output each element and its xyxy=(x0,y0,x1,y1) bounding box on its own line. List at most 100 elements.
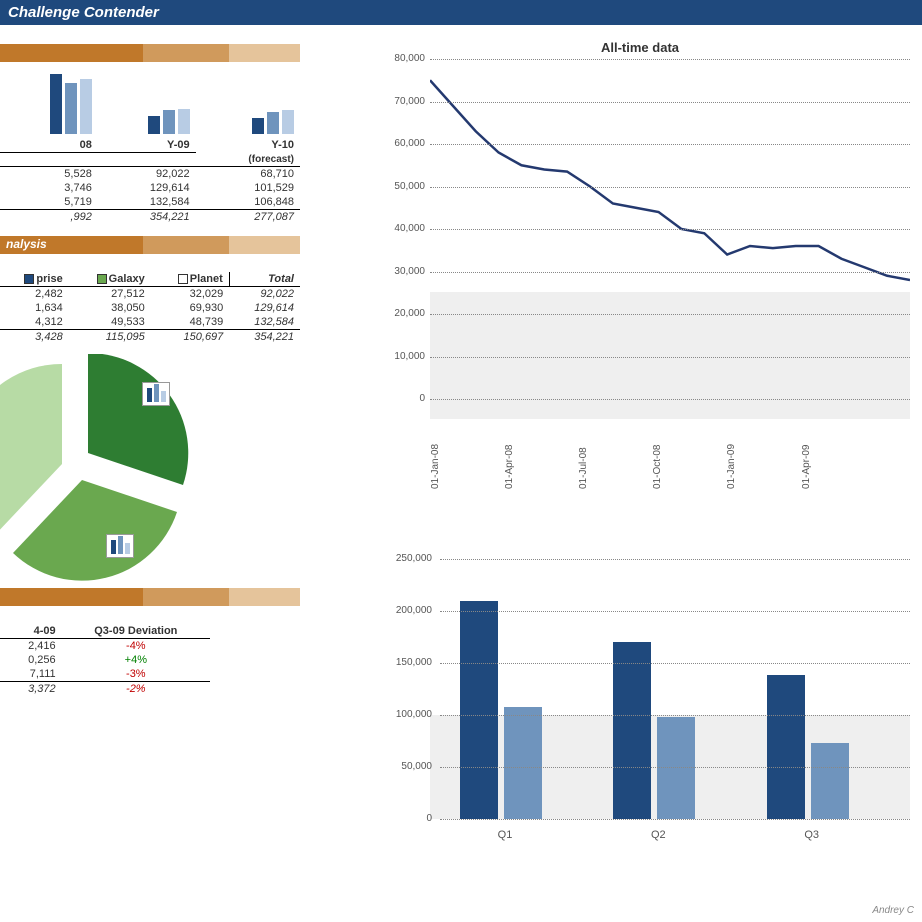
col-hdr: prise xyxy=(0,272,69,287)
grid-line xyxy=(440,559,910,560)
table-row: 3,372 -2% xyxy=(0,681,210,696)
table-row: 7,111 -3% xyxy=(0,667,210,682)
legend-box-icon xyxy=(178,274,188,284)
bar-group: Q2 xyxy=(613,642,703,819)
section-stripe-1 xyxy=(0,44,300,62)
grid-line xyxy=(440,663,910,664)
y-tick-label: 150,000 xyxy=(370,657,432,668)
pie-svg xyxy=(0,354,200,584)
bar-icon xyxy=(106,534,134,558)
y-tick-label: 50,000 xyxy=(370,181,425,192)
col-hdr-sub: (forecast) xyxy=(196,153,300,167)
pie-slice xyxy=(88,354,188,485)
x-tick-label: 01-Oct-08 xyxy=(652,445,663,489)
y-tick-label: 200,000 xyxy=(370,605,432,616)
col-hdr: 08 xyxy=(0,138,98,153)
mini-bars-row xyxy=(0,68,300,138)
col-hdr: Q3-09 Deviation xyxy=(62,624,210,639)
x-tick-label: 01-Jan-08 xyxy=(430,444,441,489)
table-row: 0,256 +4% xyxy=(0,653,210,667)
mini-bars-08 xyxy=(50,74,92,134)
grid-line xyxy=(430,144,910,145)
col-hdr: Galaxy xyxy=(69,272,151,287)
table-row: 2,416 -4% xyxy=(0,638,210,653)
grid-line xyxy=(440,819,910,820)
y-tick-label: 70,000 xyxy=(370,96,425,107)
x-tick-label: 01-Apr-09 xyxy=(801,445,812,489)
y-tick-label: 50,000 xyxy=(370,761,432,772)
x-tick-label: Q1 xyxy=(460,829,550,841)
y-tick-label: 100,000 xyxy=(370,709,432,720)
summary-header-row: 08 Y-09 Y-10 (forecast) Y-10 xyxy=(0,138,300,153)
bar-icon xyxy=(142,382,170,406)
bar xyxy=(460,601,498,819)
y-tick-label: 0 xyxy=(370,813,432,824)
summary-table: 08 Y-09 Y-10 (forecast) Y-10 (forecast) … xyxy=(0,68,300,224)
grid-line xyxy=(430,187,910,188)
x-tick-label: Q2 xyxy=(613,829,703,841)
bar-group: Q3 xyxy=(767,675,857,819)
grid-line xyxy=(430,357,910,358)
x-tick-label: 01-Jul-08 xyxy=(578,447,589,489)
line-chart-xaxis: 01-Jan-08 01-Apr-08 01-Jul-08 01-Oct-08 01-J… xyxy=(370,419,910,539)
col-hdr: Y-09 xyxy=(98,138,196,153)
product-table: prise Galaxy Planet Total 2,482 27,512 3… xyxy=(0,272,300,344)
col-hdr: Planet xyxy=(151,272,230,287)
deviation-table: 4-09 Q3-09 Deviation 2,416 -4% 0,256 +4%… xyxy=(0,624,210,696)
x-tick-label: 01-Apr-08 xyxy=(504,445,515,489)
grid-line xyxy=(430,102,910,103)
legend-box-icon xyxy=(97,274,107,284)
grid-line xyxy=(430,272,910,273)
bar xyxy=(811,743,849,819)
left-column: 08 Y-09 Y-10 (forecast) Y-10 (forecast) … xyxy=(0,30,300,696)
header-title: Challenge Contender xyxy=(8,4,159,21)
col-hdr: 4-09 xyxy=(0,624,62,639)
stripe-seg xyxy=(143,44,229,62)
table-row: 3,746 129,614 101,529 xyxy=(0,181,300,195)
y-tick-label: 250,000 xyxy=(370,553,432,564)
x-tick-label: Q3 xyxy=(767,829,857,841)
y-tick-label: 0 xyxy=(370,393,425,404)
grid-line xyxy=(430,59,910,60)
section-stripe-3 xyxy=(0,588,300,606)
bar xyxy=(657,717,695,819)
y-tick-label: 10,000 xyxy=(370,351,425,362)
stripe-seg xyxy=(229,44,300,62)
table-row: 4,312 49,533 48,739 132,584 xyxy=(0,315,300,330)
table-row: 5,719 132,584 106,848 xyxy=(0,195,300,210)
y-tick-label: 80,000 xyxy=(370,53,425,64)
grid-line xyxy=(440,715,910,716)
summary-header-sub: (forecast) xyxy=(0,153,300,167)
table-row: 5,528 92,022 68,710 xyxy=(0,166,300,181)
y-tick-label: 60,000 xyxy=(370,138,425,149)
stripe-seg xyxy=(0,44,143,62)
pie-slice xyxy=(13,480,177,581)
bar-chart: Q1 Q2 Q3 0 50,000 100,000 150,000 200,000 250,0… xyxy=(370,549,910,859)
y-tick-label: 30,000 xyxy=(370,266,425,277)
table-row: 1,634 38,050 69,930 129,614 xyxy=(0,301,300,315)
mini-bars-10 xyxy=(252,74,294,134)
line-chart: 0 10,000 20,000 30,000 40,000 50,000 60,000 70,… xyxy=(370,59,910,419)
mini-bars-09 xyxy=(148,74,190,134)
table-row: 2,482 27,512 32,029 92,022 xyxy=(0,286,300,301)
footer-credit: Andrey C xyxy=(872,905,914,916)
y-tick-label: 20,000 xyxy=(370,308,425,319)
line-chart-title: All-time data xyxy=(370,40,910,55)
bar-area: Q1Q2Q3 xyxy=(440,559,900,819)
grid-line xyxy=(430,229,910,230)
pie-chart xyxy=(0,354,180,564)
y-tick-label: 40,000 xyxy=(370,223,425,234)
analysis-label: nalysis xyxy=(0,236,53,252)
line-series xyxy=(430,80,910,280)
grid-line xyxy=(440,611,910,612)
product-total-row: 3,428 115,095 150,697 354,221 xyxy=(0,329,300,344)
bar xyxy=(613,642,651,819)
col-hdr: Y-10 (forecast) Y-10 xyxy=(196,138,300,153)
deviation-header-row: 4-09 Q3-09 Deviation xyxy=(0,624,210,639)
x-tick-label: 01-Jan-09 xyxy=(726,444,737,489)
grid-line xyxy=(440,767,910,768)
right-column: All-time data 0 10,000 20,000 30,000 40,000 5… xyxy=(370,40,910,859)
grid-line xyxy=(430,399,910,400)
header-bar: Challenge Contender xyxy=(0,0,922,25)
bar xyxy=(504,707,542,819)
